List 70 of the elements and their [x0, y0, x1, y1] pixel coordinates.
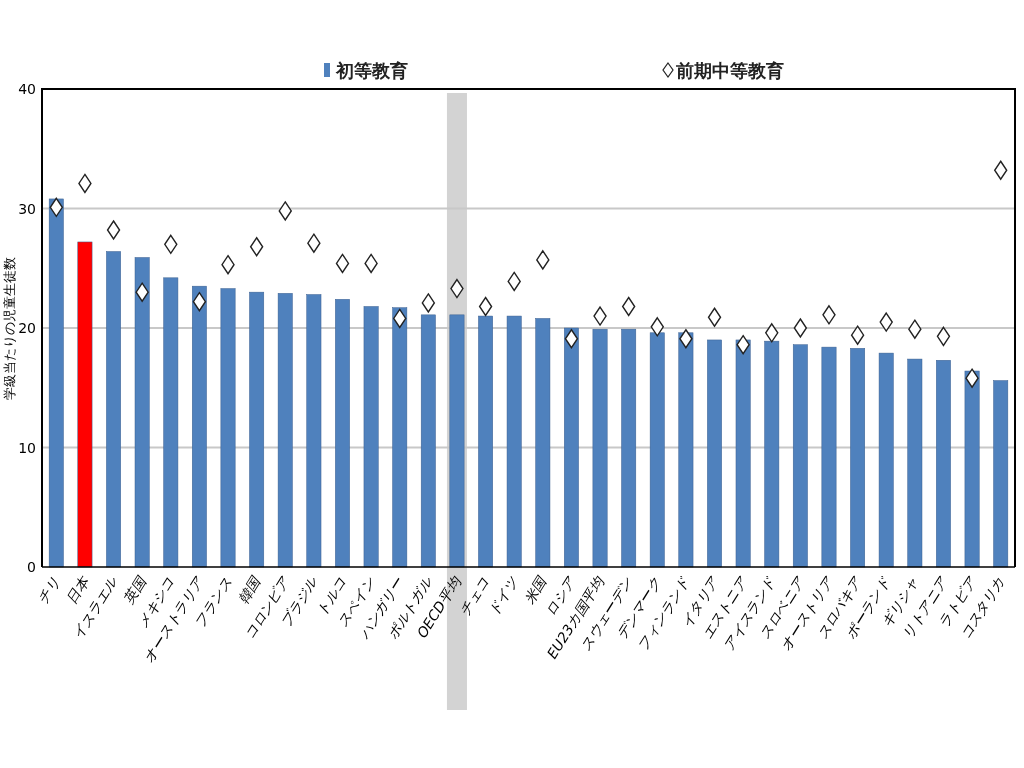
bar: [735, 339, 751, 568]
y-tick-label: 30: [18, 200, 36, 217]
bar: [993, 380, 1009, 568]
bar: [592, 328, 608, 568]
point: [850, 325, 865, 345]
point: [593, 306, 607, 326]
bar: [821, 346, 837, 568]
point: [421, 293, 436, 313]
point: [249, 237, 264, 257]
legend-label: 前期中等教育: [675, 60, 784, 81]
point: [707, 307, 722, 327]
point: [478, 296, 493, 317]
point: [135, 282, 149, 302]
bar: [420, 314, 436, 568]
point: [793, 318, 808, 338]
bar: [335, 299, 350, 568]
bar: [907, 358, 923, 568]
bar: [850, 348, 866, 568]
x-tick-label: チリ: [34, 574, 63, 607]
bar: [220, 288, 236, 568]
bar: [535, 318, 551, 568]
y-tick-label: 20: [18, 320, 36, 336]
bar: [277, 293, 293, 568]
bar: [506, 315, 522, 568]
y-tick-label: 10: [18, 439, 36, 456]
bar: [363, 306, 379, 568]
bar: [764, 340, 780, 568]
bar: [163, 277, 179, 568]
point: [536, 250, 550, 270]
bar: [649, 332, 665, 568]
bar: [792, 344, 808, 568]
point: [106, 220, 121, 240]
bar: [936, 360, 951, 568]
bar: [621, 328, 637, 568]
point: [879, 312, 893, 332]
bar: [48, 198, 64, 568]
y-tick-label: 0: [27, 559, 36, 575]
bar: [77, 241, 93, 568]
bar: [878, 352, 894, 568]
point: [621, 296, 636, 317]
point: [679, 329, 693, 349]
bar: [564, 327, 579, 568]
bar: [249, 291, 265, 568]
point: [765, 323, 779, 343]
point: [822, 305, 836, 325]
point: [335, 253, 350, 274]
point: [278, 201, 292, 221]
bar: [306, 294, 322, 568]
bar: [134, 257, 150, 568]
point: [908, 319, 922, 339]
point: [192, 292, 207, 312]
bar: [106, 251, 121, 568]
bar: [191, 285, 207, 568]
y-tick-label: 40: [18, 81, 36, 97]
bar: [392, 307, 408, 568]
point: [965, 368, 979, 388]
point: [936, 326, 951, 347]
point: [650, 317, 664, 337]
bar: [707, 339, 722, 568]
bar: [964, 370, 980, 568]
y-axis-title: 学級当たりの児童生徒数: [2, 256, 17, 400]
bar: [678, 332, 694, 568]
point: [49, 197, 64, 217]
point: [736, 335, 750, 355]
legend-label: 初等教育: [335, 60, 408, 81]
point: [993, 160, 1008, 180]
point: [564, 329, 579, 349]
bar: [478, 315, 493, 568]
x-tick-label: 韓国: [234, 572, 265, 607]
point: [307, 233, 321, 253]
